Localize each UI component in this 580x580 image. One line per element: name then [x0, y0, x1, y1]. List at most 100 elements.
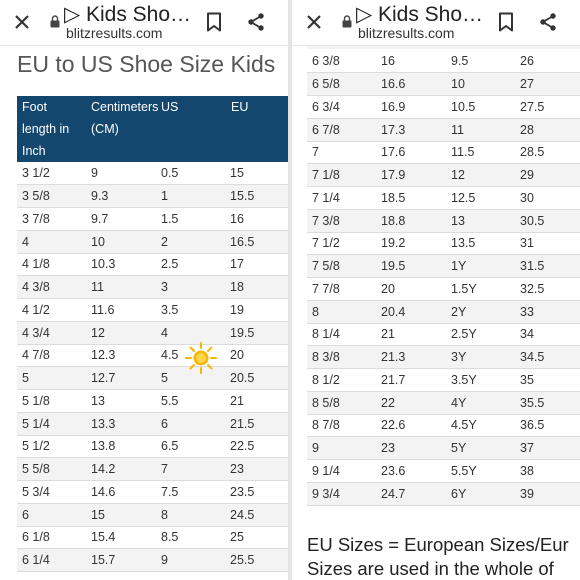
us-size-cell: 5Y	[446, 436, 515, 460]
us-size-cell: 8.5	[156, 526, 225, 550]
table-row: 7 1/2 19.2 13.5 31	[307, 232, 580, 256]
table-row: 5 1/2 13.8 6.5 22.5	[17, 435, 288, 459]
foot-inch-cell: 6 3/8	[307, 50, 376, 74]
us-size-cell: 9.5	[446, 50, 515, 74]
table-row: 7 1/4 18.5 12.5 30	[307, 186, 580, 210]
us-size-cell: 5.5Y	[446, 459, 515, 483]
us-size-cell: 9	[156, 548, 225, 572]
foot-inch-cell: 8 1/2	[307, 368, 376, 392]
header-foot-line2: length in	[22, 122, 70, 136]
table-row: 6 1/4 15.7 9 25.5	[17, 548, 288, 572]
foot-inch-cell: 6 7/8	[307, 118, 376, 142]
foot-inch-cell: 6 1/4	[17, 548, 86, 572]
us-size-cell: 6Y	[446, 482, 515, 506]
page-title: ▷ Kids Sho…	[64, 3, 192, 26]
close-icon[interactable]	[304, 12, 324, 32]
us-size-cell: 1Y	[446, 254, 515, 278]
us-size-cell: 6.5	[156, 435, 225, 459]
us-size-cell: 10	[446, 72, 515, 96]
us-size-cell: 13.5	[446, 232, 515, 256]
cm-cell: 17.9	[376, 163, 446, 187]
cm-cell: 11.6	[86, 298, 156, 322]
table-row: 7 3/8 18.8 13 30.5	[307, 209, 580, 233]
eu-size-cell: 38	[515, 459, 580, 483]
us-size-cell: 2	[156, 230, 225, 254]
us-size-cell: 1.5	[156, 207, 225, 231]
browser-toolbar: ▷ Kids Sho… blitzresults.com	[292, 0, 580, 46]
foot-inch-cell: 7	[307, 141, 376, 165]
table-row: 5 5/8 14.2 7 23	[17, 457, 288, 481]
eu-size-cell: 21.5	[225, 412, 288, 436]
size-table-left: 3 1/2 9 0.5 15 3 5/8 9.3 1 15.5 3 7/8 9.7 1.5 16 4 10…	[17, 162, 288, 572]
table-row: 4 3/8 11 3 18	[17, 275, 288, 299]
panel-divider	[288, 0, 292, 580]
foot-inch-cell: 5 1/2	[17, 435, 86, 459]
cm-cell: 12.7	[86, 366, 156, 390]
us-size-cell: 7.5	[156, 480, 225, 504]
us-size-cell: 2Y	[446, 300, 515, 324]
foot-inch-cell: 5	[17, 366, 86, 390]
eu-size-cell: 22.5	[225, 435, 288, 459]
eu-size-cell: 29	[515, 163, 580, 187]
eu-size-cell: 27.5	[515, 95, 580, 119]
cm-cell: 20	[376, 277, 446, 301]
table-row: 6 7/8 17.3 11 28	[307, 118, 580, 142]
foot-inch-cell: 6 1/8	[17, 526, 86, 550]
table-row: 4 3/4 12 4 19.5	[17, 321, 288, 345]
us-size-cell: 0.5	[156, 162, 225, 186]
bookmark-icon[interactable]	[498, 12, 514, 32]
us-size-cell: 3	[156, 275, 225, 299]
foot-inch-cell: 9 3/4	[307, 482, 376, 506]
close-icon[interactable]	[12, 12, 32, 32]
table-row-cut	[307, 46, 580, 49]
eu-size-cell: 17	[225, 253, 288, 277]
foot-inch-cell: 4	[17, 230, 86, 254]
eu-size-cell: 28	[515, 118, 580, 142]
foot-inch-cell: 7 5/8	[307, 254, 376, 278]
cm-cell: 9.3	[86, 184, 156, 208]
right-screenshot-panel: ▷ Kids Sho… blitzresults.com 6 3/8 16 9.5 2…	[292, 0, 580, 580]
foot-inch-cell: 8 5/8	[307, 391, 376, 415]
us-size-cell: 8	[156, 503, 225, 527]
foot-inch-cell: 6	[17, 503, 86, 527]
table-row: 6 5/8 16.6 10 27	[307, 72, 580, 96]
table-row: 8 3/8 21.3 3Y 34.5	[307, 345, 580, 369]
eu-size-cell: 30.5	[515, 209, 580, 233]
share-icon[interactable]	[538, 12, 558, 32]
us-size-cell: 4Y	[446, 391, 515, 415]
eu-size-cell: 20.5	[225, 366, 288, 390]
us-size-cell: 1.5Y	[446, 277, 515, 301]
table-row: 8 1/2 21.7 3.5Y 35	[307, 368, 580, 392]
cm-cell: 13	[86, 389, 156, 413]
cm-cell: 20.4	[376, 300, 446, 324]
table-row: 4 7/8 12.3 4.5 20	[17, 344, 288, 368]
share-icon[interactable]	[246, 12, 266, 32]
foot-inch-cell: 5 5/8	[17, 457, 86, 481]
eu-size-cell: 31.5	[515, 254, 580, 278]
bookmark-icon[interactable]	[206, 12, 222, 32]
table-row: 8 5/8 22 4Y 35.5	[307, 391, 580, 415]
eu-size-cell: 33	[515, 300, 580, 324]
foot-inch-cell: 4 3/8	[17, 275, 86, 299]
cm-cell: 22	[376, 391, 446, 415]
cm-cell: 18.8	[376, 209, 446, 233]
page-title: ▷ Kids Sho…	[356, 3, 484, 26]
cm-cell: 13.8	[86, 435, 156, 459]
us-size-cell: 12.5	[446, 186, 515, 210]
foot-inch-cell: 3 7/8	[17, 207, 86, 231]
us-size-cell: 7	[156, 457, 225, 481]
eu-size-cell: 21	[225, 389, 288, 413]
us-size-cell: 11	[446, 118, 515, 142]
foot-inch-cell: 7 7/8	[307, 277, 376, 301]
table-row: 3 5/8 9.3 1 15.5	[17, 184, 288, 208]
eu-size-cell: 16	[225, 207, 288, 231]
sun-icon	[185, 342, 217, 374]
eu-size-cell: 16.5	[225, 230, 288, 254]
cm-cell: 11	[86, 275, 156, 299]
page-url[interactable]: blitzresults.com	[358, 25, 455, 41]
foot-inch-cell: 7 1/8	[307, 163, 376, 187]
table-row: 4 1/8 10.3 2.5 17	[17, 253, 288, 277]
cm-cell: 15.4	[86, 526, 156, 550]
table-row: 6 15 8 24.5	[17, 503, 288, 527]
page-url[interactable]: blitzresults.com	[66, 25, 163, 41]
